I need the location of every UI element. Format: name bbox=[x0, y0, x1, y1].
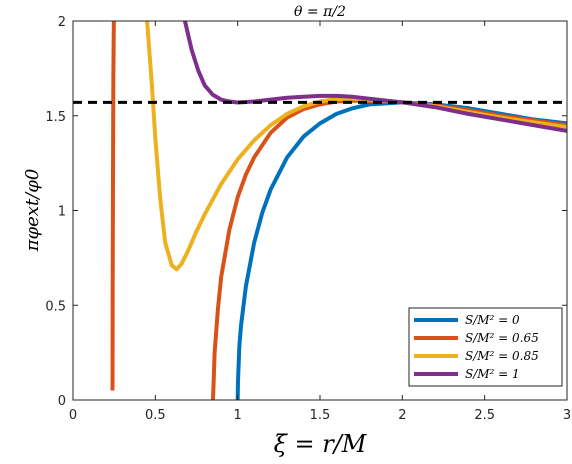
series-layer bbox=[110, 20, 568, 401]
legend-items: S/M² = 0 S/M² = 0.65 S/M² = 0.85 S/M² = 1 bbox=[414, 313, 539, 381]
y-tick-label: 2 bbox=[58, 15, 66, 30]
x-tick-label: 1.5 bbox=[310, 408, 331, 423]
y-tick-label: 0 bbox=[58, 394, 66, 409]
y-axis-label: πφext/φ0 bbox=[22, 169, 43, 253]
x-tick-label: 0.5 bbox=[145, 408, 166, 423]
x-tick-label: 0 bbox=[69, 408, 77, 423]
y-tick-label: 1.5 bbox=[45, 110, 66, 125]
x-tick-label: 2 bbox=[398, 408, 406, 423]
y-tick-label: 0.5 bbox=[45, 299, 66, 314]
x-tick-label: 1 bbox=[234, 408, 242, 423]
chart-title: θ = π/2 bbox=[294, 4, 346, 20]
legend-label-3: S/M² = 0.85 bbox=[465, 349, 539, 363]
ticks-layer: 0 0.5 1 1.5 2 2.5 3 0 0.5 1 1.5 2 bbox=[45, 15, 571, 423]
legend-label-1: S/M² = 0 bbox=[465, 313, 520, 327]
legend-label-2: S/M² = 0.65 bbox=[465, 331, 539, 345]
legend-label-4: S/M² = 1 bbox=[465, 367, 520, 381]
legend: S/M² = 0 S/M² = 0.65 S/M² = 0.85 S/M² = 1 bbox=[408, 307, 563, 387]
y-tick-label: 1 bbox=[58, 205, 66, 220]
series-line-4 bbox=[183, 20, 568, 133]
x-tick-label: 2.5 bbox=[474, 408, 495, 423]
x-tick-label: 3 bbox=[563, 408, 571, 423]
x-axis-label: ξ = r/M bbox=[274, 430, 368, 458]
